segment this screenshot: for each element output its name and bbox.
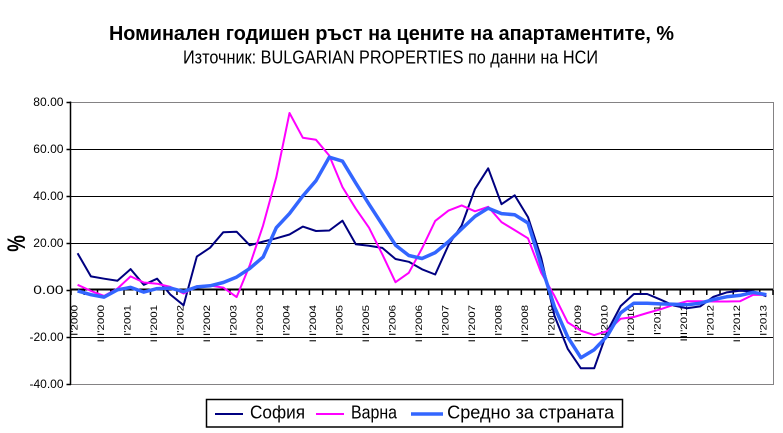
- svg-text:I'2008: I'2008: [495, 305, 505, 336]
- svg-text:0.00: 0.00: [33, 285, 63, 297]
- svg-text:40.00: 40.00: [33, 191, 63, 203]
- svg-text:Номинален годишен ръст на цени: Номинален годишен ръст на цените на апар…: [109, 23, 674, 45]
- svg-text:I'2005: I'2005: [336, 305, 346, 336]
- svg-text:-20.00: -20.00: [30, 332, 64, 344]
- svg-text:I'2006: I'2006: [389, 305, 399, 336]
- svg-text:София: София: [250, 403, 305, 423]
- svg-text:III'2010: III'2010: [627, 305, 637, 343]
- svg-text:Средно за страната: Средно за страната: [447, 403, 615, 423]
- svg-text:III'2011: III'2011: [680, 305, 690, 342]
- svg-text:III'2003: III'2003: [256, 305, 266, 343]
- svg-text:III'2008: III'2008: [521, 305, 531, 343]
- svg-text:III'2001: III'2001: [150, 305, 160, 343]
- svg-text:III'2009: III'2009: [574, 305, 584, 343]
- svg-text:I'2013: I'2013: [759, 305, 769, 336]
- svg-text:III'2004: III'2004: [309, 305, 319, 343]
- svg-text:III'2005: III'2005: [362, 305, 372, 343]
- svg-text:III'2007: III'2007: [468, 305, 478, 343]
- svg-text:Източник: BULGARIAN PROPERTIES: Източник: BULGARIAN PROPERTIES по данни …: [183, 48, 598, 68]
- svg-text:20.00: 20.00: [33, 238, 63, 250]
- svg-text:I'2012: I'2012: [706, 305, 716, 336]
- svg-text:I'2004: I'2004: [283, 305, 293, 336]
- svg-text:I'2002: I'2002: [177, 305, 187, 336]
- svg-text:III'2012: III'2012: [733, 305, 743, 343]
- svg-text:I'2000: I'2000: [71, 305, 81, 336]
- svg-text:I'2003: I'2003: [230, 305, 240, 336]
- svg-text:I'2010: I'2010: [600, 305, 610, 336]
- svg-text:I'2011: I'2011: [653, 305, 663, 335]
- svg-text:I'2001: I'2001: [124, 305, 134, 336]
- svg-text:-40.00: -40.00: [30, 379, 64, 391]
- svg-text:I'2007: I'2007: [442, 305, 452, 336]
- svg-text:III'2000: III'2000: [97, 305, 107, 343]
- svg-text:%: %: [2, 235, 30, 252]
- svg-text:III'2006: III'2006: [415, 305, 425, 343]
- svg-text:III'2002: III'2002: [203, 305, 213, 343]
- svg-text:60.00: 60.00: [33, 144, 63, 156]
- svg-text:Варна: Варна: [351, 403, 398, 423]
- svg-text:I'2009: I'2009: [548, 305, 558, 336]
- svg-text:80.00: 80.00: [33, 97, 63, 109]
